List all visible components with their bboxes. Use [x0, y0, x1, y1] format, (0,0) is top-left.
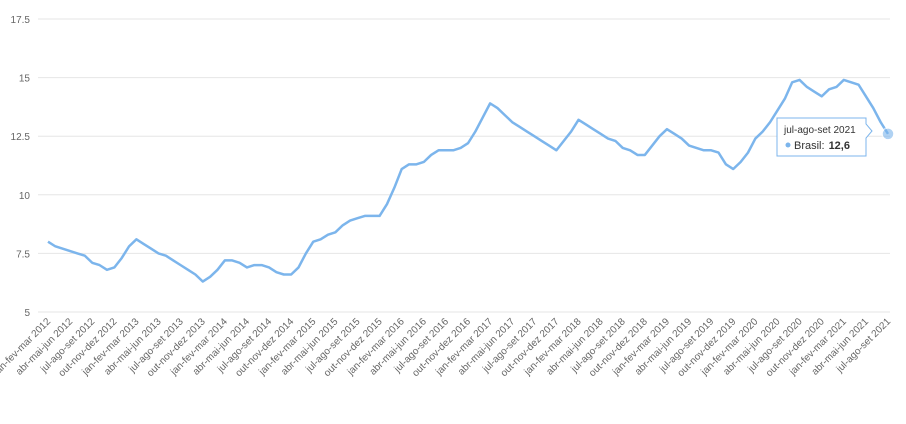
y-tick-label: 15 [19, 74, 31, 85]
hover-point [881, 127, 895, 141]
tooltip-line: Brasil: 12,6 [794, 140, 850, 152]
tooltip-label: Brasil: [794, 140, 825, 152]
tooltip-title: jul-ago-set 2021 [783, 125, 856, 136]
y-tick-label: 7.5 [16, 249, 30, 260]
tooltip-dot [785, 142, 791, 148]
data-line [47, 78, 890, 283]
y-tick-label: 12.5 [11, 132, 31, 143]
tooltip: jul-ago-set 2021 Brasil: 12,6 [776, 117, 873, 157]
tooltip-value: 12,6 [829, 140, 850, 152]
y-tick-label: 17.5 [11, 15, 31, 26]
tooltip-box [776, 117, 873, 157]
y-tick-label: 5 [24, 308, 30, 319]
y-tick-label: 10 [19, 191, 31, 202]
